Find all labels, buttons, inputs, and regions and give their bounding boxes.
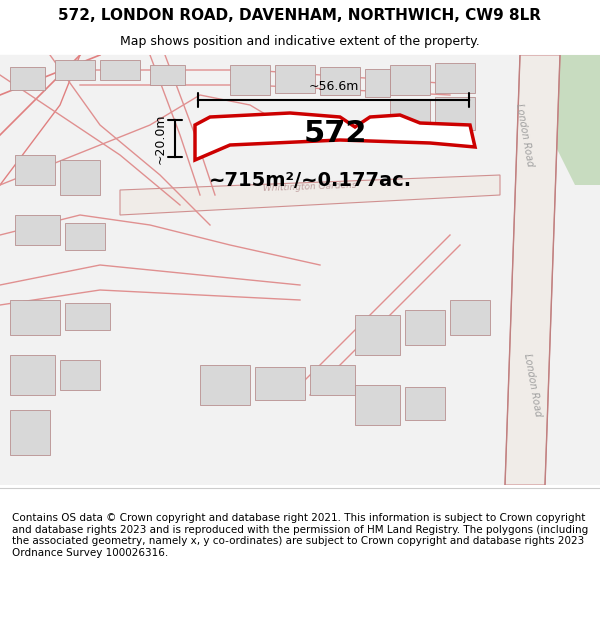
Polygon shape (320, 67, 360, 95)
Text: 572, LONDON ROAD, DAVENHAM, NORTHWICH, CW9 8LR: 572, LONDON ROAD, DAVENHAM, NORTHWICH, C… (59, 8, 542, 23)
Polygon shape (10, 67, 45, 90)
Polygon shape (390, 100, 430, 135)
Polygon shape (355, 385, 400, 425)
Polygon shape (230, 65, 270, 95)
Polygon shape (10, 300, 60, 335)
Polygon shape (10, 410, 50, 455)
Polygon shape (200, 365, 250, 405)
Text: 572: 572 (303, 119, 367, 148)
Polygon shape (405, 310, 445, 345)
Polygon shape (15, 155, 55, 185)
Text: London Road: London Road (515, 102, 535, 168)
Polygon shape (60, 360, 100, 390)
Polygon shape (65, 223, 105, 250)
Polygon shape (405, 387, 445, 420)
Text: Whittington Gardens: Whittington Gardens (263, 181, 357, 193)
Polygon shape (275, 65, 315, 93)
Polygon shape (65, 303, 110, 330)
Polygon shape (60, 160, 100, 195)
Polygon shape (435, 97, 475, 130)
Polygon shape (450, 300, 490, 335)
Polygon shape (365, 69, 390, 97)
Text: ~56.6m: ~56.6m (308, 79, 359, 92)
Polygon shape (10, 355, 55, 395)
Polygon shape (310, 365, 355, 395)
Polygon shape (390, 65, 430, 95)
Polygon shape (195, 113, 475, 160)
Polygon shape (505, 55, 560, 485)
Polygon shape (435, 63, 475, 93)
Polygon shape (530, 55, 600, 185)
Polygon shape (55, 60, 95, 80)
Text: Map shows position and indicative extent of the property.: Map shows position and indicative extent… (120, 35, 480, 48)
Polygon shape (355, 315, 400, 355)
Polygon shape (120, 175, 500, 215)
Text: Contains OS data © Crown copyright and database right 2021. This information is : Contains OS data © Crown copyright and d… (12, 513, 588, 558)
Polygon shape (100, 60, 140, 80)
Text: London Road: London Road (523, 352, 544, 418)
Polygon shape (150, 65, 185, 85)
Polygon shape (255, 367, 305, 400)
Polygon shape (15, 215, 60, 245)
Text: ~715m²/~0.177ac.: ~715m²/~0.177ac. (208, 171, 412, 189)
Text: ~20.0m: ~20.0m (154, 113, 167, 164)
Polygon shape (555, 55, 600, 95)
